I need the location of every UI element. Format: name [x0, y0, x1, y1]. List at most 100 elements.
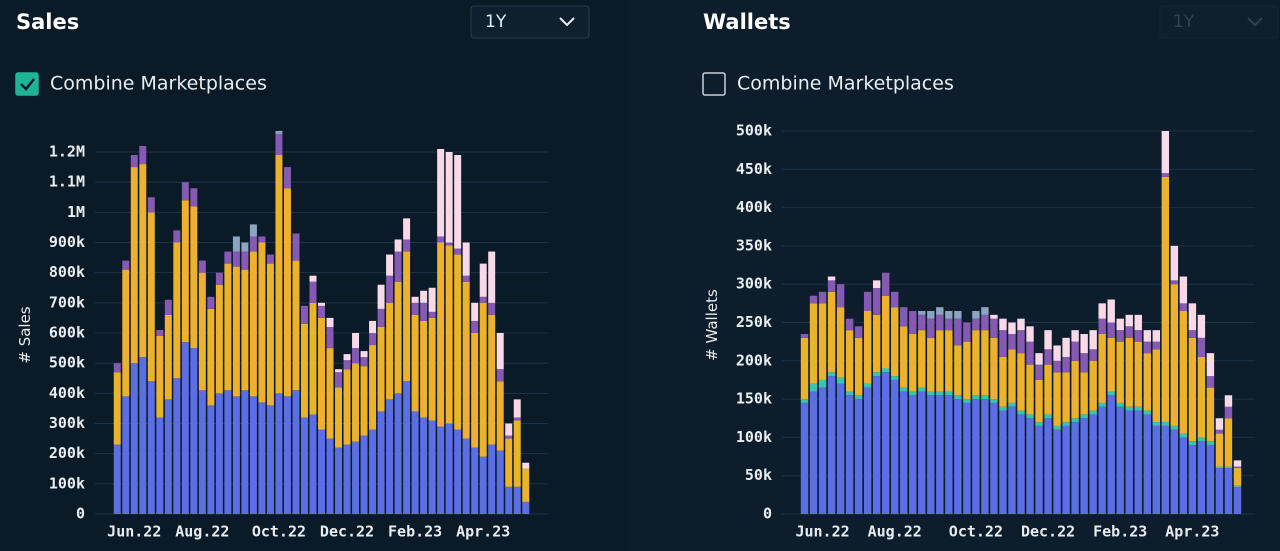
checkbox[interactable] — [15, 72, 39, 96]
bar-segment — [215, 393, 223, 514]
bar-segment — [1188, 337, 1197, 442]
bar-segment — [1161, 425, 1170, 514]
bar-segment — [343, 444, 351, 514]
bar-segment — [241, 390, 249, 514]
bar-segment — [283, 188, 291, 397]
bar-segment — [972, 330, 980, 396]
bar-segment — [241, 269, 249, 391]
bar-segment — [927, 395, 935, 514]
bar-segment — [360, 435, 368, 514]
bar-segment — [352, 363, 360, 442]
y-tick-label: 500k — [49, 354, 85, 372]
bar-segment — [927, 391, 935, 396]
bar-segment — [1044, 418, 1052, 514]
bar-segment — [1161, 173, 1170, 177]
bar-segment — [818, 291, 827, 304]
panel-title: Sales — [16, 10, 79, 34]
bar-segment — [927, 337, 935, 392]
bar-segment — [1053, 429, 1061, 514]
bar-segment — [428, 311, 436, 318]
range-dropdown[interactable] — [470, 5, 590, 39]
bar-segment — [394, 281, 402, 394]
bar-segment — [1197, 337, 1206, 357]
bar-segment — [945, 395, 953, 514]
range-dropdown[interactable] — [1159, 5, 1279, 39]
bar-segment — [972, 311, 980, 319]
bar-segment — [918, 311, 926, 315]
bar-segment — [1224, 468, 1233, 514]
bar-segment — [845, 330, 854, 392]
bar-segment — [863, 387, 872, 514]
bar-segment — [1233, 487, 1242, 514]
bar-segment — [343, 354, 351, 361]
bar-segment — [411, 296, 419, 303]
bar-segment — [1152, 341, 1161, 350]
bar-segment — [954, 399, 962, 514]
bar-segment — [827, 276, 836, 281]
bar-segment — [369, 320, 377, 333]
bar-segment — [1008, 333, 1016, 350]
chevron — [559, 17, 575, 27]
bar-segment — [471, 302, 479, 321]
bar-segment — [292, 233, 300, 261]
bar-segment — [1107, 337, 1115, 392]
checkbox-box — [702, 72, 726, 96]
bar-segment — [343, 369, 351, 445]
bar-segment — [1089, 330, 1097, 350]
bar-segment — [936, 330, 944, 392]
bar-segment — [1071, 341, 1079, 361]
bar-segment — [1197, 437, 1206, 442]
bar-segment — [1062, 337, 1070, 357]
bar-segment — [352, 333, 360, 349]
bar-segment — [909, 311, 917, 334]
bar-segment — [369, 429, 377, 514]
bar-segment — [326, 326, 334, 349]
bar-segment — [139, 164, 147, 358]
bar-segment — [918, 330, 926, 388]
bar-segment — [1008, 349, 1016, 403]
bar-segment — [1026, 418, 1034, 514]
bar-segment — [809, 303, 818, 384]
bar-segment — [181, 182, 189, 201]
bar-segment — [827, 280, 836, 292]
bar-segment — [1062, 356, 1070, 373]
bar-segment — [1080, 414, 1088, 419]
bar-segment — [990, 337, 998, 400]
bar-segment — [428, 287, 436, 312]
bar-segment — [1008, 402, 1016, 407]
checkbox[interactable] — [702, 72, 726, 96]
bar-segment — [411, 411, 419, 514]
bar-segment — [872, 372, 881, 377]
bar-segment — [1224, 395, 1233, 407]
bar-segment — [1170, 280, 1179, 285]
bar-segment — [1116, 402, 1124, 407]
bar-segment — [1107, 299, 1115, 323]
bar-segment — [945, 311, 953, 319]
bar-segment — [445, 152, 453, 243]
bar-segment — [275, 155, 283, 394]
bar-segment — [1233, 485, 1242, 488]
bar-segment — [818, 387, 827, 514]
bar-segment — [1188, 445, 1197, 514]
bar-segment — [437, 236, 445, 243]
bar-segment — [488, 302, 496, 315]
x-tick-label: Dec.22 — [1021, 523, 1075, 541]
bar-segment — [1044, 349, 1052, 365]
bar-segment — [1125, 326, 1133, 338]
bar-segment — [403, 251, 411, 382]
bar-segment — [1170, 284, 1179, 426]
bar-segment — [488, 251, 496, 303]
bar-segment — [954, 395, 962, 400]
bar-segment — [1179, 437, 1188, 514]
bar-segment — [1152, 349, 1161, 423]
bar-segment — [1107, 395, 1115, 514]
bar-segment — [147, 381, 155, 514]
bar-segment — [496, 369, 504, 382]
bar-segment — [232, 236, 240, 252]
y-tick-label: 350k — [736, 236, 772, 254]
bar-segment — [377, 411, 385, 514]
y-tick-label: 400k — [49, 384, 85, 402]
bar-segment — [1116, 406, 1124, 514]
bar-segment — [1053, 425, 1061, 430]
bar-segment — [275, 133, 283, 156]
